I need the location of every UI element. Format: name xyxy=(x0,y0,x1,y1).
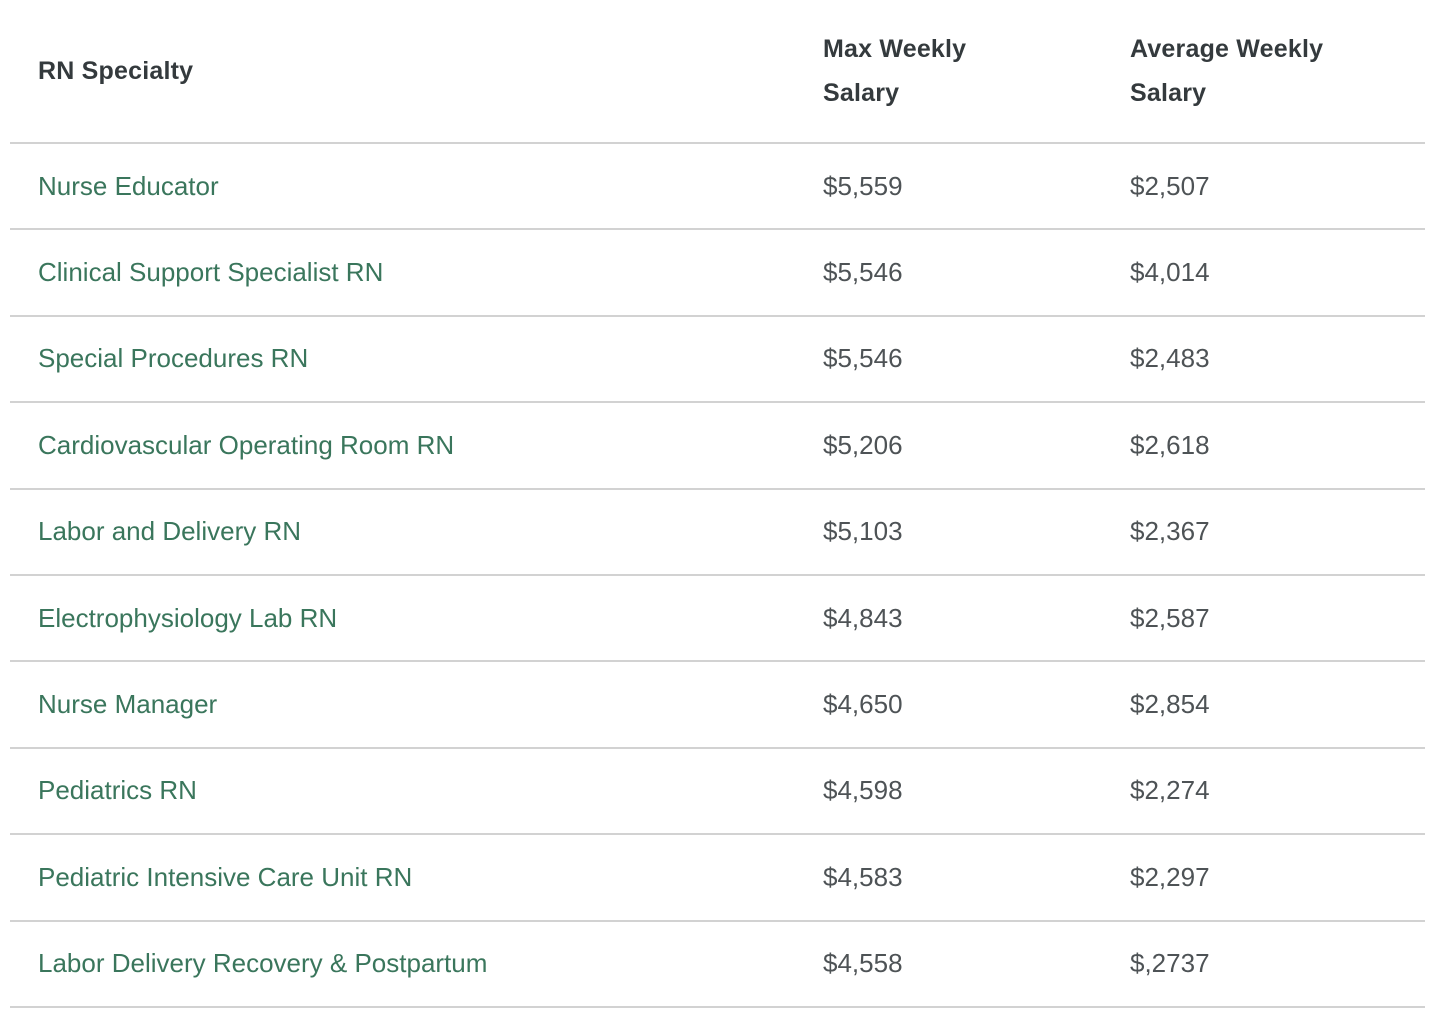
max-weekly-value: $4,843 xyxy=(823,574,1130,663)
specialty-link[interactable]: Electrophysiology Lab RN xyxy=(38,602,338,633)
table-row: Nurse Educator $5,559 $2,507 xyxy=(10,143,1425,231)
specialty-link[interactable]: Nurse Manager xyxy=(38,689,218,720)
column-header-specialty-label: RN Specialty xyxy=(38,57,194,85)
specialty-cell: Cardiovascular Operating Room RN xyxy=(10,402,823,490)
max-weekly-value: $4,598 xyxy=(823,747,1130,836)
specialty-cell: Labor and Delivery RN xyxy=(10,488,823,576)
avg-weekly-value: $2,367 xyxy=(1130,488,1425,576)
specialty-cell: Pediatrics RN xyxy=(10,747,823,836)
specialty-cell: Special Procedures RN xyxy=(10,315,823,404)
avg-weekly-value: $2,507 xyxy=(1130,143,1425,231)
max-weekly-value: $4,583 xyxy=(823,834,1130,922)
table-row: Electrophysiology Lab RN $4,843 $2,587 xyxy=(10,574,1425,663)
avg-weekly-value: $4,014 xyxy=(1130,229,1425,317)
specialty-link[interactable]: Labor and Delivery RN xyxy=(38,516,302,547)
max-weekly-value: $5,206 xyxy=(823,402,1130,490)
max-weekly-value: $5,559 xyxy=(823,143,1130,231)
max-weekly-value: $5,103 xyxy=(823,488,1130,576)
table-row: Pediatric Intensive Care Unit RN $4,583 … xyxy=(10,834,1425,922)
specialty-cell: Nurse Educator xyxy=(10,143,823,231)
table-row: Pediatrics RN $4,598 $2,274 xyxy=(10,747,1425,836)
avg-weekly-value: $2,274 xyxy=(1130,747,1425,836)
table-row: Labor and Delivery RN $5,103 $2,367 xyxy=(10,488,1425,576)
table-row: Cardiovascular Operating Room RN $5,206 … xyxy=(10,402,1425,490)
column-header-max-weekly: Max Weekly Salary xyxy=(823,0,1130,144)
column-header-average-weekly-label: Average Weekly Salary xyxy=(1130,35,1324,107)
table-row: Special Procedures RN $5,546 $2,483 xyxy=(10,315,1425,404)
max-weekly-value: $4,650 xyxy=(823,661,1130,749)
specialty-cell: Labor Delivery Recovery & Postpartum xyxy=(10,920,823,1008)
rn-salary-table: RN Specialty Max Weekly Salary Average W… xyxy=(10,0,1425,1008)
specialty-link[interactable]: Special Procedures RN xyxy=(38,343,309,374)
avg-weekly-value: $,2737 xyxy=(1130,920,1425,1008)
avg-weekly-value: $2,618 xyxy=(1130,402,1425,490)
table-row: Labor Delivery Recovery & Postpartum $4,… xyxy=(10,920,1425,1008)
specialty-link[interactable]: Pediatric Intensive Care Unit RN xyxy=(38,861,413,892)
avg-weekly-value: $2,483 xyxy=(1130,315,1425,404)
specialty-link[interactable]: Pediatrics RN xyxy=(38,775,197,806)
max-weekly-value: $5,546 xyxy=(823,315,1130,404)
specialty-link[interactable]: Cardiovascular Operating Room RN xyxy=(38,429,455,460)
avg-weekly-value: $2,297 xyxy=(1130,834,1425,922)
column-header-max-weekly-label: Max Weekly Salary xyxy=(823,35,967,107)
specialty-link[interactable]: Clinical Support Specialist RN xyxy=(38,257,384,288)
column-header-specialty: RN Specialty xyxy=(10,0,823,144)
specialty-link[interactable]: Labor Delivery Recovery & Postpartum xyxy=(38,948,488,979)
specialty-cell: Pediatric Intensive Care Unit RN xyxy=(10,834,823,922)
specialty-cell: Clinical Support Specialist RN xyxy=(10,229,823,317)
specialty-cell: Electrophysiology Lab RN xyxy=(10,574,823,663)
max-weekly-value: $5,546 xyxy=(823,229,1130,317)
avg-weekly-value: $2,587 xyxy=(1130,574,1425,663)
max-weekly-value: $4,558 xyxy=(823,920,1130,1008)
header-row: RN Specialty Max Weekly Salary Average W… xyxy=(10,0,1425,144)
column-header-average-weekly: Average Weekly Salary xyxy=(1130,0,1425,144)
specialty-cell: Nurse Manager xyxy=(10,661,823,749)
specialty-link[interactable]: Nurse Educator xyxy=(38,170,219,201)
avg-weekly-value: $2,854 xyxy=(1130,661,1425,749)
table-row: Nurse Manager $4,650 $2,854 xyxy=(10,661,1425,749)
table-row: Clinical Support Specialist RN $5,546 $4… xyxy=(10,229,1425,317)
